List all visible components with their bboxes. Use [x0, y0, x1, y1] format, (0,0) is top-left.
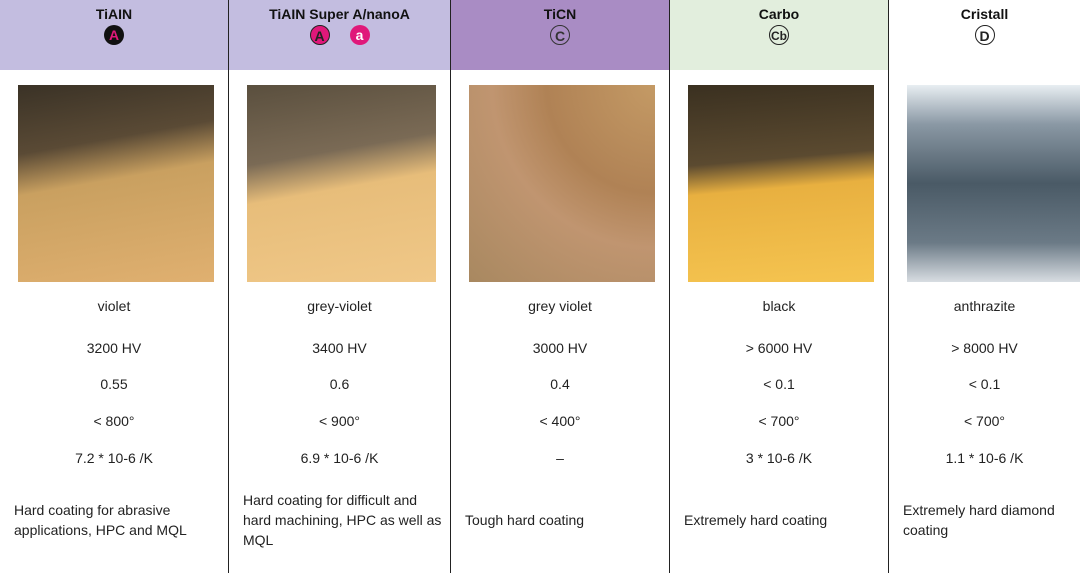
property-color: violet — [97, 298, 131, 314]
property-expansion: 1.1 * 10-6 /K — [945, 450, 1024, 466]
coating-name: Carbo — [758, 6, 800, 22]
property-color: anthrazite — [953, 298, 1016, 314]
property-friction: 0.4 — [550, 376, 570, 392]
property-temperature: < 700° — [758, 413, 800, 429]
property-hardness: > 6000 HV — [745, 340, 813, 356]
property-temperature: < 400° — [539, 413, 581, 429]
property-friction: 0.6 — [329, 376, 350, 392]
coating-photo — [907, 85, 1080, 282]
property-hardness: 3000 HV — [532, 340, 588, 356]
badge-group: D — [889, 25, 1080, 45]
property-hardness: > 8000 HV — [951, 340, 1018, 356]
coating-photo — [469, 85, 655, 282]
column-header: TiAIN A — [0, 0, 228, 70]
property-hardness: 3400 HV — [312, 340, 367, 356]
coating-photo — [18, 85, 214, 282]
coating-name: TiAIN — [95, 6, 133, 22]
badge-group: C — [451, 25, 669, 45]
badge-group: A — [0, 25, 228, 45]
column: Carbo Cb black > 6000 HV < 0.1 < 700° 3 * 10-6… — [669, 0, 888, 573]
coating-badge: A — [104, 25, 124, 45]
coating-badge: a — [349, 25, 370, 45]
property-friction: < 0.1 — [763, 376, 795, 392]
property-friction: 0.55 — [100, 376, 128, 392]
coating-name: Cristall — [960, 6, 1009, 22]
property-expansion: – — [556, 450, 564, 466]
property-temperature: < 700° — [963, 413, 1006, 429]
description: Hard coating for abrasive applications, … — [14, 502, 187, 538]
coating-photo — [247, 85, 436, 282]
coating-name: TiAIN Super A/nanoA — [269, 6, 410, 22]
property-expansion: 7.2 * 10-6 /K — [75, 450, 153, 466]
property-temperature: < 900° — [318, 413, 361, 429]
column-header: Carbo Cb — [670, 0, 888, 70]
property-friction: < 0.1 — [968, 376, 1001, 392]
coating-badge: D — [974, 25, 995, 45]
coating-badge: Cb — [769, 25, 789, 45]
description: Tough hard coating — [465, 512, 585, 528]
column-header: TiCN C — [451, 0, 669, 70]
property-color: grey-violet — [307, 298, 372, 314]
property-color: black — [762, 298, 796, 314]
property-temperature: < 800° — [93, 413, 135, 429]
description: Extremely hard diamond coating — [903, 502, 1055, 538]
description: Hard coating for difficult and hard mach… — [243, 492, 442, 548]
coating-photo — [688, 85, 874, 282]
description: Extremely hard coating — [684, 512, 828, 528]
property-hardness: 3200 HV — [86, 340, 142, 356]
coating-badge: C — [550, 25, 570, 45]
property-color: grey violet — [528, 298, 592, 314]
property-expansion: 6.9 * 10-6 /K — [300, 450, 379, 466]
column-header: Cristall D — [889, 0, 1080, 70]
property-expansion: 3 * 10-6 /K — [745, 450, 813, 466]
badge-group: Cb — [670, 25, 888, 45]
coating-name: TiCN — [543, 6, 577, 22]
coating-badge: A — [309, 25, 330, 45]
